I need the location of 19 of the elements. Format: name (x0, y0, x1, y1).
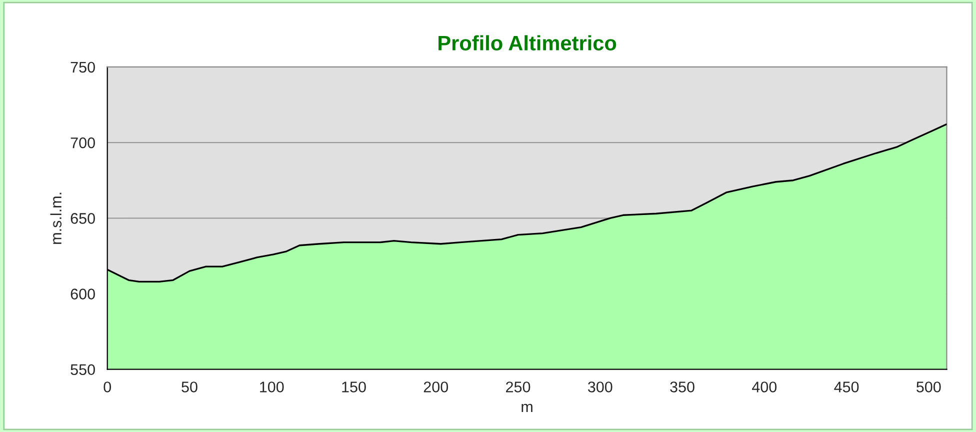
x-tick-label: 100 (260, 382, 284, 392)
x-tick-label: 200 (424, 382, 448, 392)
y-tick-label: 750 (70, 62, 95, 73)
y-tick-label: 700 (70, 137, 95, 148)
x-tick-label: 400 (752, 382, 777, 392)
x-tick-label: 50 (182, 382, 198, 392)
y-tick-label: 550 (70, 364, 95, 376)
x-tick-label: 250 (506, 382, 530, 392)
x-axis-title: m (522, 404, 532, 412)
chart-title: Profilo Altimetrico (438, 35, 616, 50)
y-axis-title: m.s.l.m. (50, 192, 62, 244)
x-tick-label: 500 (916, 382, 941, 392)
x-tick-label: 350 (670, 382, 694, 392)
x-tick-label: 450 (834, 382, 859, 392)
x-tick-label: 150 (342, 382, 366, 392)
x-tick-label: 0 (104, 382, 112, 392)
y-tick-label: 600 (70, 288, 95, 300)
x-tick-label: 300 (588, 382, 612, 392)
y-tick-label: 650 (70, 213, 95, 224)
